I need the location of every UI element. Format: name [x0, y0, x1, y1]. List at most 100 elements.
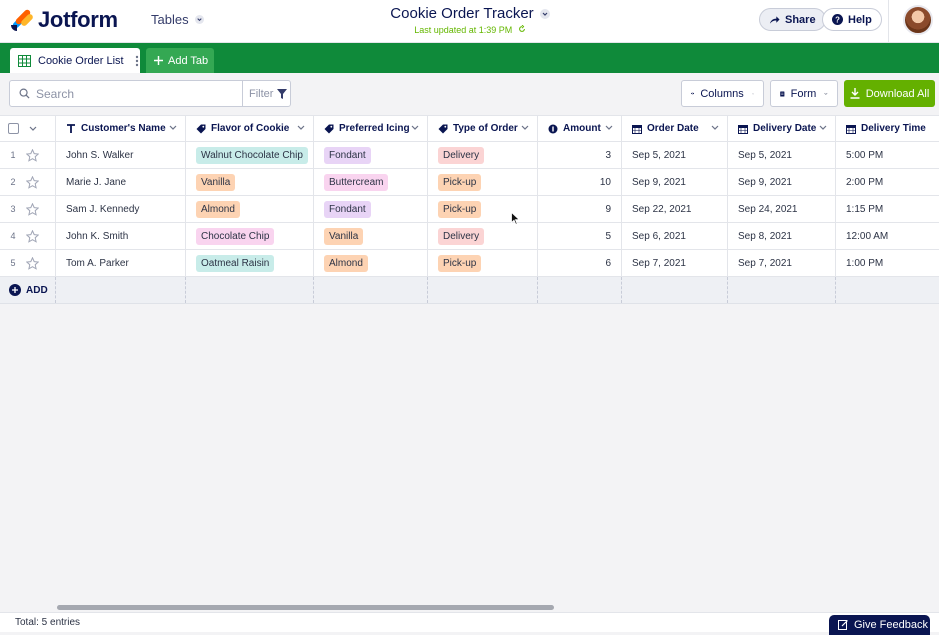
chevron-down-icon[interactable] — [411, 125, 419, 131]
cell-amount[interactable]: 3 — [538, 142, 622, 168]
select-all-checkbox[interactable] — [8, 123, 19, 134]
search-icon — [19, 88, 30, 99]
table-row[interactable]: 3 Sam J. Kennedy Almond Fondant Pick-up 9 Sep … — [0, 196, 939, 223]
table-row[interactable]: 4 John K. Smith Chocolate Chip Vanilla Deliv… — [0, 223, 939, 250]
cell-delivery-time[interactable]: 1:15 PM — [836, 196, 939, 222]
jotform-logo[interactable]: Jotform — [11, 7, 118, 33]
cell-flavor[interactable]: Vanilla — [186, 169, 314, 195]
cell-order-date[interactable]: Sep 9, 2021 — [622, 169, 728, 195]
column-header-name[interactable]: Customer's Name — [56, 116, 186, 141]
add-row-button[interactable]: ADD — [0, 277, 56, 303]
columns-button[interactable]: Columns — [681, 80, 764, 107]
cell-name[interactable]: John K. Smith — [56, 223, 186, 249]
cell-type[interactable]: Pick-up — [428, 250, 538, 276]
cell-delivery-date[interactable]: Sep 24, 2021 — [728, 196, 836, 222]
column-header-type[interactable]: Type of Order — [428, 116, 538, 141]
cell-name[interactable]: Tom A. Parker — [56, 250, 186, 276]
option-tag: Delivery — [438, 227, 485, 245]
cell-delivery-time[interactable]: 1:00 PM — [836, 250, 939, 276]
chevron-down-icon[interactable] — [297, 125, 305, 131]
option-tag: Pick-up — [438, 200, 482, 218]
chevron-down-icon[interactable] — [29, 126, 37, 132]
cell-order-date[interactable]: Sep 5, 2021 — [622, 142, 728, 168]
last-updated-status: Last updated at 1:39 PM — [340, 24, 600, 35]
cell-icing[interactable]: Almond — [314, 250, 428, 276]
star-icon[interactable] — [26, 256, 39, 270]
column-header-delivery-date[interactable]: Delivery Date — [728, 116, 836, 141]
help-button[interactable]: ? Help — [822, 8, 882, 31]
horizontal-scrollbar-thumb[interactable] — [57, 605, 554, 610]
document-title-button[interactable]: Cookie Order Tracker — [390, 5, 550, 22]
table-row[interactable]: 2 Marie J. Jane Vanilla Buttercream Pick-up 1… — [0, 169, 939, 196]
cell-icing[interactable]: Vanilla — [314, 223, 428, 249]
cell-amount[interactable]: 9 — [538, 196, 622, 222]
cell-flavor[interactable]: Oatmeal Raisin — [186, 250, 314, 276]
cell-amount[interactable]: 6 — [538, 250, 622, 276]
star-icon[interactable] — [26, 175, 39, 189]
star-icon[interactable] — [26, 148, 39, 162]
add-row-cell — [836, 277, 939, 303]
give-feedback-button[interactable]: Give Feedback — [829, 615, 930, 635]
column-header-flavor[interactable]: Flavor of Cookie — [186, 116, 314, 141]
option-tag: Walnut Chocolate Chip — [196, 146, 308, 164]
cell-icing[interactable]: Buttercream — [314, 169, 428, 195]
cell-delivery-time[interactable]: 2:00 PM — [836, 169, 939, 195]
cell-type[interactable]: Delivery — [428, 223, 538, 249]
chevron-down-icon[interactable] — [819, 125, 827, 131]
cell-delivery-time[interactable]: 12:00 AM — [836, 223, 939, 249]
download-all-button[interactable]: Download All — [844, 80, 935, 107]
column-header-order-date[interactable]: Order Date — [622, 116, 728, 141]
chevron-down-icon[interactable] — [521, 125, 529, 131]
cell-order-date[interactable]: Sep 7, 2021 — [622, 250, 728, 276]
cell-flavor[interactable]: Almond — [186, 196, 314, 222]
cell-amount[interactable]: 5 — [538, 223, 622, 249]
chevron-down-icon[interactable] — [169, 125, 177, 131]
add-tab-button[interactable]: Add Tab — [146, 48, 214, 73]
row-lead: 1 — [0, 142, 56, 168]
cell-type[interactable]: Pick-up — [428, 169, 538, 195]
star-icon[interactable] — [26, 229, 39, 243]
search-input[interactable] — [36, 86, 226, 101]
share-button[interactable]: Share — [759, 8, 826, 31]
column-header-delivery-time[interactable]: Delivery Time — [836, 116, 939, 141]
more-vertical-icon[interactable] — [135, 55, 139, 67]
option-tag: Fondant — [324, 200, 371, 218]
cell-amount[interactable]: 10 — [538, 169, 622, 195]
table-row[interactable]: 5 Tom A. Parker Oatmeal Raisin Almond Pick-u… — [0, 250, 939, 277]
cell-delivery-date[interactable]: Sep 9, 2021 — [728, 169, 836, 195]
cell-order-date[interactable]: Sep 6, 2021 — [622, 223, 728, 249]
filter-button[interactable]: Filter — [242, 80, 291, 107]
tables-menu[interactable]: Tables — [151, 12, 204, 27]
chevron-down-icon[interactable] — [605, 125, 613, 131]
cell-delivery-date[interactable]: Sep 8, 2021 — [728, 223, 836, 249]
refresh-icon[interactable] — [518, 24, 526, 33]
user-avatar[interactable] — [903, 5, 933, 35]
cell-name[interactable]: Marie J. Jane — [56, 169, 186, 195]
columns-label: Columns — [700, 87, 744, 100]
cell-name[interactable]: John S. Walker — [56, 142, 186, 168]
star-icon[interactable] — [26, 202, 39, 216]
cell-icing[interactable]: Fondant — [314, 196, 428, 222]
cell-delivery-date[interactable]: Sep 5, 2021 — [728, 142, 836, 168]
table-row[interactable]: 1 John S. Walker Walnut Chocolate Chip Fond… — [0, 142, 939, 169]
form-button[interactable]: Form — [770, 80, 838, 107]
column-header-label: Preferred Icing — [339, 123, 410, 134]
column-header-amount[interactable]: Amount — [538, 116, 622, 141]
cell-flavor[interactable]: Walnut Chocolate Chip — [186, 142, 314, 168]
chevron-down-icon[interactable] — [711, 125, 719, 131]
search-box — [9, 80, 243, 107]
tab-cookie-order-list[interactable]: Cookie Order List — [10, 48, 140, 73]
cell-delivery-time[interactable]: 5:00 PM — [836, 142, 939, 168]
select-all-cell[interactable] — [0, 116, 56, 141]
row-lead: 4 — [0, 223, 56, 249]
chevron-down-icon — [194, 15, 204, 24]
cell-icing[interactable]: Fondant — [314, 142, 428, 168]
cell-name[interactable]: Sam J. Kennedy — [56, 196, 186, 222]
cell-text: 10 — [599, 176, 611, 188]
cell-delivery-date[interactable]: Sep 7, 2021 — [728, 250, 836, 276]
cell-order-date[interactable]: Sep 22, 2021 — [622, 196, 728, 222]
cell-flavor[interactable]: Chocolate Chip — [186, 223, 314, 249]
column-header-icing[interactable]: Preferred Icing — [314, 116, 428, 141]
cell-type[interactable]: Delivery — [428, 142, 538, 168]
cell-type[interactable]: Pick-up — [428, 196, 538, 222]
